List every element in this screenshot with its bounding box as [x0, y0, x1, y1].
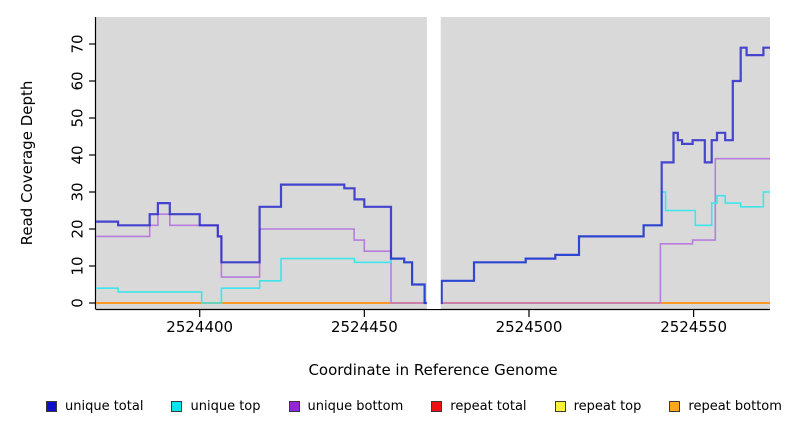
series-unique_bottom-line [440, 157, 770, 304]
coverage-chart: 0 10 20 30 40 50 60 70 2524400 2524450 2524500 2524… [69, 17, 770, 336]
legend-item-repeat-bottom: repeat bottom [669, 399, 782, 414]
legend-color-swatch [431, 401, 443, 412]
y-tick-label: 40 [69, 145, 87, 164]
y-tick-label: 10 [69, 256, 87, 275]
series-unique_total-line [96, 183, 427, 305]
y-tick-label: 0 [69, 298, 87, 308]
legend-color-swatch [554, 401, 566, 412]
x-tick-label: 2524450 [331, 318, 398, 336]
legend-item-repeat-total: repeat total [431, 399, 527, 414]
x-tick-label: 2524550 [660, 318, 727, 336]
x-axis-title: Coordinate in Reference Genome [308, 361, 558, 379]
series-unique_total-line [440, 46, 770, 305]
legend-color-swatch [46, 401, 57, 412]
legend-item-label: repeat top [573, 399, 642, 414]
y-tick-label: 60 [69, 71, 87, 90]
legend-item-unique-total: unique total [46, 399, 143, 414]
y-tick-label: 70 [69, 34, 87, 53]
y-tick-label: 30 [69, 182, 87, 201]
legend-item-label: unique bottom [307, 399, 404, 414]
legend: unique total unique top unique bottom repea… [46, 399, 782, 414]
legend-item-label: unique total [65, 399, 144, 414]
y-tick-label: 20 [69, 219, 87, 238]
legend-item-repeat-top: repeat top [554, 399, 642, 414]
legend-item-label: repeat bottom [688, 399, 782, 414]
y-axis-title: Read Coverage Depth [18, 80, 36, 246]
x-tick-label: 2524400 [166, 318, 233, 336]
legend-item-unique-top: unique top [171, 399, 261, 414]
legend-color-swatch [171, 401, 183, 412]
legend-color-swatch [288, 401, 300, 412]
legend-color-swatch [669, 401, 681, 412]
x-tick-label: 2524500 [496, 318, 563, 336]
legend-item-label: unique top [190, 399, 261, 414]
legend-item-unique-bottom: unique bottom [288, 399, 404, 414]
legend-item-label: repeat total [450, 399, 527, 414]
missing-data-band [426, 17, 441, 309]
y-tick-label: 50 [69, 108, 87, 127]
